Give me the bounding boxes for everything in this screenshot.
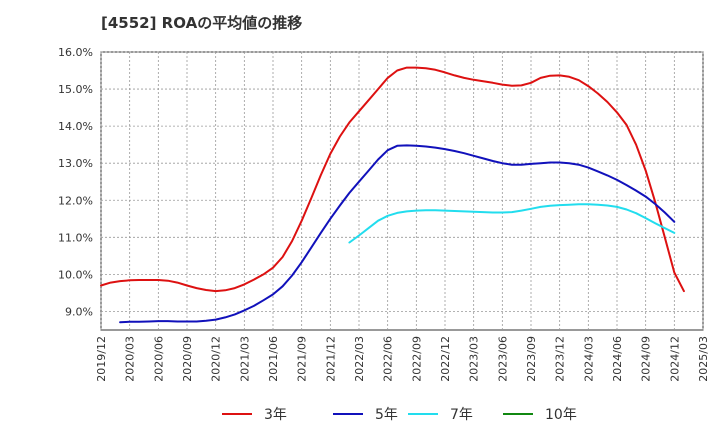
x-tick-label: 2024/09 bbox=[640, 336, 653, 382]
x-tick-label: 2024/03 bbox=[582, 336, 595, 382]
y-tick-label: 15.0% bbox=[58, 83, 93, 96]
legend-label: 7年 bbox=[450, 407, 473, 423]
legend-item-2: 5年 bbox=[333, 407, 398, 423]
chart-title: [4552] ROAの平均値の推移 bbox=[101, 14, 303, 32]
x-tick-label: 2021/06 bbox=[267, 336, 280, 382]
x-tick-label: 2025/03 bbox=[697, 336, 710, 382]
legend-item-3: 7年 bbox=[408, 407, 473, 423]
x-tick-label: 2022/12 bbox=[439, 336, 452, 382]
x-tick-label: 2024/12 bbox=[668, 336, 681, 382]
x-tick-label: 2024/06 bbox=[611, 336, 624, 382]
x-tick-label: 2022/09 bbox=[410, 336, 423, 382]
series-line-1 bbox=[100, 66, 685, 293]
y-tick-label: 12.0% bbox=[58, 194, 93, 207]
y-tick-label: 14.0% bbox=[58, 120, 93, 133]
legend-label: 10年 bbox=[545, 407, 577, 423]
x-tick-label: 2020/03 bbox=[124, 336, 137, 382]
x-tick-label: 2019/12 bbox=[95, 336, 108, 382]
x-tick-label: 2023/09 bbox=[525, 336, 538, 382]
x-tick-label: 2023/06 bbox=[496, 336, 509, 382]
y-tick-label: 13.0% bbox=[58, 157, 93, 170]
x-tick-label: 2020/06 bbox=[152, 336, 165, 382]
series-layer bbox=[100, 66, 685, 324]
y-axis-ticks: 9.0% 10.0% 11.0% 12.0% 13.0% 14.0% 15.0% 16.0% bbox=[58, 46, 93, 318]
x-tick-label: 2022/03 bbox=[353, 336, 366, 382]
y-tick-label: 16.0% bbox=[58, 46, 93, 59]
y-tick-label: 10.0% bbox=[58, 268, 93, 281]
x-tick-label: 2022/06 bbox=[382, 336, 395, 382]
x-tick-label: 2021/09 bbox=[296, 336, 309, 382]
x-tick-label: 2021/12 bbox=[324, 336, 337, 382]
series-line-3 bbox=[348, 203, 676, 244]
legend: 3年 5年 7年 10年 bbox=[222, 407, 577, 423]
x-tick-label: 2023/12 bbox=[554, 336, 567, 382]
x-tick-label: 2021/03 bbox=[238, 336, 251, 382]
x-tick-label: 2023/03 bbox=[468, 336, 481, 382]
legend-item-4: 10年 bbox=[503, 407, 577, 423]
x-tick-label: 2020/12 bbox=[210, 336, 223, 382]
plot-area bbox=[100, 51, 704, 331]
legend-label: 3年 bbox=[264, 407, 287, 423]
y-tick-label: 11.0% bbox=[58, 231, 93, 244]
series-line-2 bbox=[119, 144, 676, 324]
grid-lines bbox=[100, 51, 704, 330]
legend-item-1: 3年 bbox=[222, 407, 287, 423]
legend-label: 5年 bbox=[375, 407, 398, 423]
x-axis-ticks: 2019/12 2020/03 2020/06 2020/09 2020/12 2021/… bbox=[95, 336, 710, 382]
y-tick-label: 9.0% bbox=[65, 305, 93, 318]
x-tick-label: 2020/09 bbox=[181, 336, 194, 382]
